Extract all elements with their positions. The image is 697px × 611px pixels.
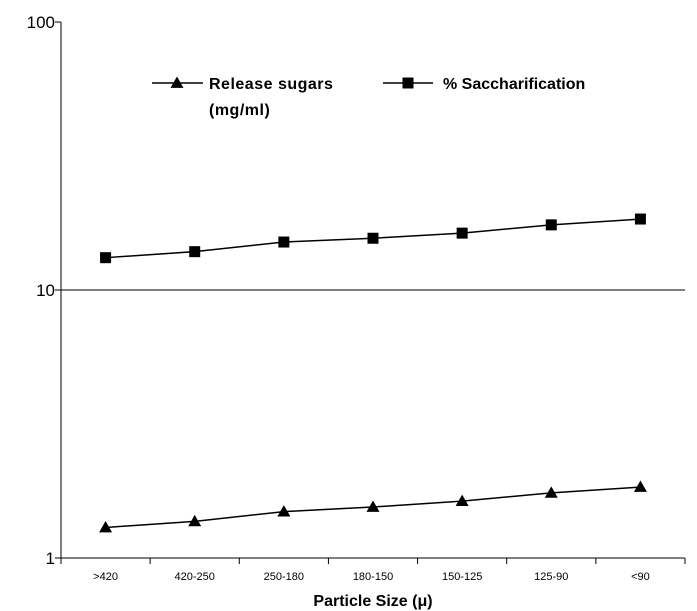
x-tick-label: 250-180 (264, 571, 304, 583)
y-tick-labels: 1 10 100 (27, 13, 55, 568)
x-tick-label: 125-90 (534, 571, 568, 583)
data-point (455, 494, 469, 507)
x-tick-label: >420 (93, 571, 118, 583)
data-point (188, 514, 202, 527)
legend: Release sugars (mg/ml) % Saccharification (152, 76, 585, 119)
data-point (456, 227, 468, 239)
series-saccharification (100, 213, 646, 264)
data-point (99, 520, 113, 533)
x-tick-label: <90 (631, 571, 650, 583)
x-tick-label: 420-250 (175, 571, 215, 583)
legend-marker (170, 76, 184, 88)
legend-label: Release sugars (209, 76, 333, 93)
legend-marker (402, 77, 414, 89)
series-layer (99, 213, 647, 533)
data-point (189, 246, 201, 258)
data-point (634, 213, 646, 225)
y-tick-label: 100 (27, 13, 55, 32)
data-point (544, 486, 558, 498)
axes (55, 21, 686, 564)
data-point (277, 505, 291, 517)
legend-entry-release-sugars: Release sugars (mg/ml) (152, 76, 333, 119)
data-point (545, 219, 557, 231)
y-tick-label: 10 (36, 281, 55, 300)
legend-label: % Saccharification (443, 76, 585, 93)
legend-label: (mg/ml) (209, 102, 270, 119)
data-point (278, 236, 290, 248)
x-axis-label: Particle Size (μ) (313, 593, 432, 610)
data-point (367, 232, 379, 244)
data-point (100, 252, 112, 264)
series-release-sugars (99, 480, 647, 533)
legend-entry-saccharification: % Saccharification (383, 76, 585, 93)
x-tick-labels: >420 420-250 250-180 180-150 150-125 125-90 <9… (93, 571, 650, 583)
y-tick-label: 1 (46, 549, 55, 568)
x-tick-label: 150-125 (442, 571, 482, 583)
data-point (366, 500, 380, 512)
x-tick-label: 180-150 (353, 571, 393, 583)
data-point (633, 480, 647, 492)
